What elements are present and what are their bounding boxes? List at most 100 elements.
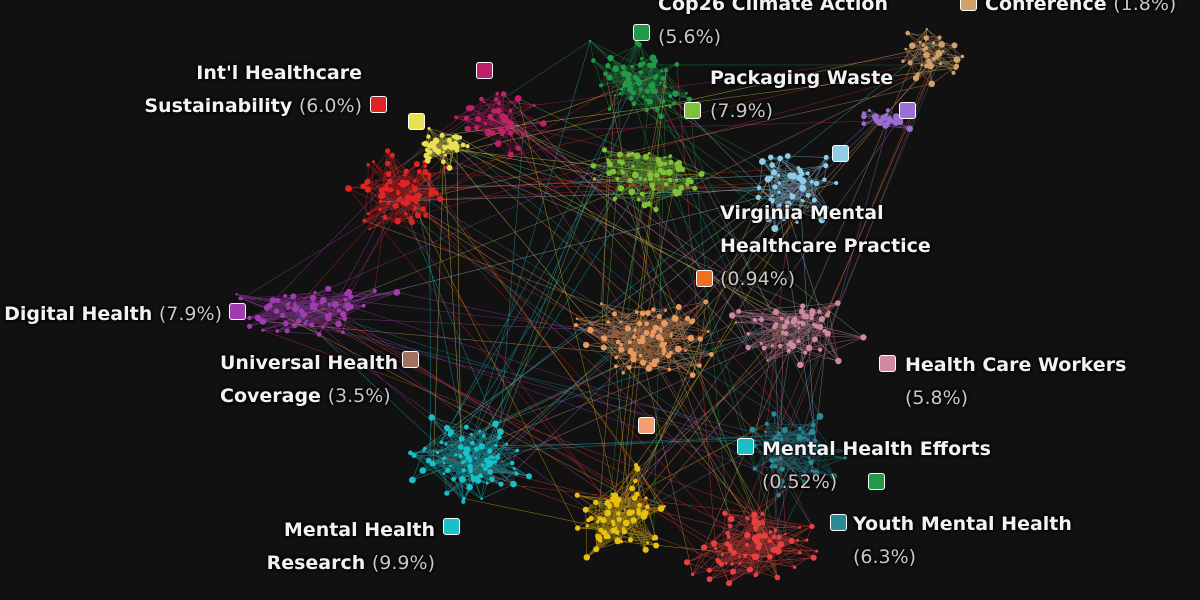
node <box>817 324 824 330</box>
node <box>444 442 448 446</box>
node <box>664 341 668 345</box>
node <box>362 218 367 223</box>
node <box>614 537 622 545</box>
node <box>619 320 623 324</box>
node <box>532 103 536 107</box>
cluster-share: (5.8%) <box>905 387 969 409</box>
node <box>953 65 958 71</box>
node <box>263 304 271 311</box>
node <box>487 448 493 454</box>
node <box>637 320 643 327</box>
node <box>784 447 790 453</box>
node <box>487 469 493 475</box>
node <box>901 59 905 63</box>
node <box>423 164 427 168</box>
node <box>622 83 626 88</box>
node <box>631 101 637 107</box>
node <box>893 116 898 121</box>
node <box>759 341 763 345</box>
node <box>235 293 238 296</box>
node <box>435 450 440 455</box>
swatch <box>476 62 493 79</box>
node <box>290 293 297 300</box>
node <box>449 464 452 468</box>
node <box>814 444 821 452</box>
node <box>835 357 842 365</box>
node <box>675 178 679 182</box>
node <box>768 530 773 534</box>
swatch <box>638 417 655 434</box>
node <box>498 481 504 487</box>
node <box>632 171 639 179</box>
node <box>797 320 801 325</box>
node <box>778 448 783 453</box>
node <box>479 96 484 102</box>
swatch <box>832 145 849 162</box>
node <box>454 148 460 153</box>
node <box>574 492 580 498</box>
node <box>468 466 473 472</box>
node <box>779 466 785 472</box>
node <box>403 168 409 174</box>
node <box>512 467 516 470</box>
node <box>610 519 616 524</box>
node <box>469 432 473 436</box>
node <box>730 568 737 575</box>
node <box>615 176 620 181</box>
node <box>784 200 792 208</box>
node <box>755 533 762 540</box>
node <box>616 511 621 516</box>
node <box>475 116 481 122</box>
cluster-label: Youth Mental Health (6.3%) <box>853 508 1113 574</box>
node <box>768 197 773 202</box>
node <box>789 193 796 200</box>
node <box>771 446 778 452</box>
node <box>649 182 655 188</box>
cluster-name: Conference <box>985 0 1107 15</box>
node <box>607 503 612 508</box>
node <box>505 442 509 446</box>
node <box>634 491 640 497</box>
node <box>812 336 818 343</box>
swatch <box>229 303 246 320</box>
cluster-label: Virginia Mental Healthcare Practice (0.9… <box>720 197 940 296</box>
cluster-label: Int'l Healthcare Sustainability (6.0%) <box>102 57 362 123</box>
swatch <box>633 24 650 41</box>
node <box>606 320 610 324</box>
node <box>617 159 622 164</box>
node <box>629 485 635 492</box>
node <box>640 513 648 520</box>
node <box>461 499 466 504</box>
node <box>683 559 691 566</box>
cluster-share: (9.9%) <box>371 552 435 574</box>
node <box>928 80 935 88</box>
node <box>611 492 619 499</box>
node <box>777 173 781 177</box>
node <box>809 523 815 530</box>
node <box>727 515 735 523</box>
node <box>651 307 656 312</box>
node <box>776 493 781 498</box>
node <box>759 544 762 548</box>
node <box>798 526 802 529</box>
node <box>403 173 407 177</box>
node <box>685 182 689 186</box>
node <box>630 356 637 363</box>
node <box>669 334 673 338</box>
node <box>795 220 799 224</box>
node <box>475 478 482 484</box>
node <box>731 549 737 556</box>
node <box>626 509 633 517</box>
node <box>645 504 650 510</box>
node <box>619 540 624 544</box>
node <box>818 347 823 352</box>
node <box>796 434 803 441</box>
node <box>413 200 419 205</box>
node <box>606 158 610 162</box>
node <box>774 458 778 462</box>
node <box>411 453 417 458</box>
node <box>790 172 797 180</box>
node <box>656 313 662 319</box>
node <box>769 162 775 168</box>
node <box>709 352 714 357</box>
